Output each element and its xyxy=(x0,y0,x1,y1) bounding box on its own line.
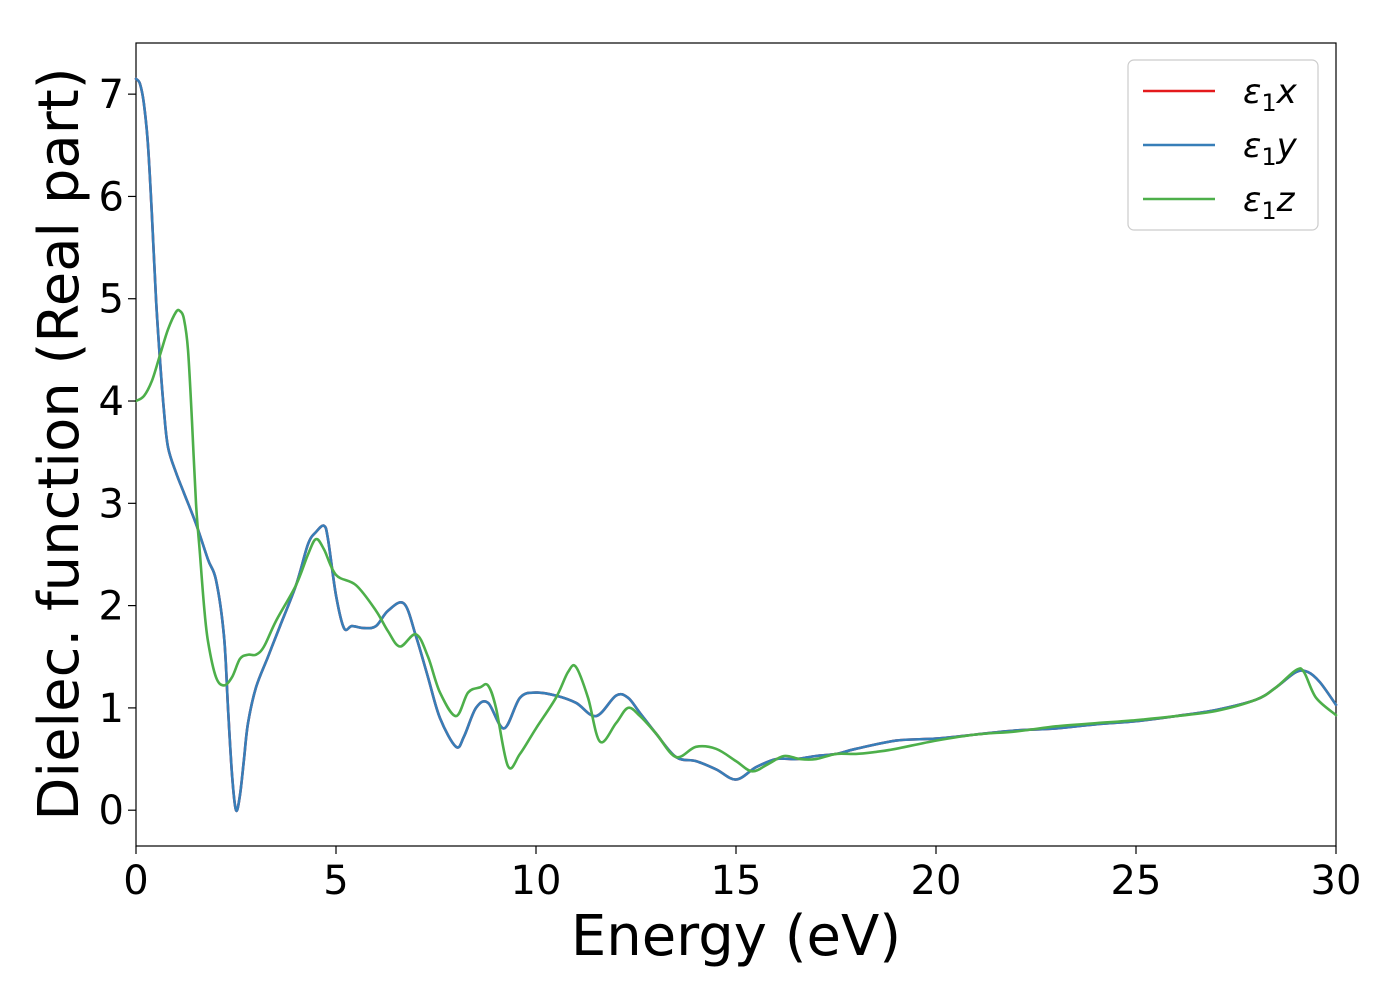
legend-label-variable: z xyxy=(1276,180,1296,220)
legend-label-x: ε1x xyxy=(1243,72,1298,117)
y-tick-label: 5 xyxy=(99,277,124,323)
series-line-y xyxy=(134,77,1338,813)
y-tick-label: 0 xyxy=(99,788,124,834)
y-tick-label: 2 xyxy=(99,584,124,630)
y-tick-label: 7 xyxy=(99,72,124,118)
legend-label-z: ε1z xyxy=(1243,180,1296,225)
legend-label-subscript: 1 xyxy=(1261,197,1276,225)
legend-label-subscript: 1 xyxy=(1261,89,1276,117)
legend-label-symbol: ε xyxy=(1243,126,1261,166)
legend-label-y: ε1y xyxy=(1243,126,1298,171)
legend-label-variable: y xyxy=(1276,126,1298,166)
legend-label-symbol: ε xyxy=(1243,72,1261,112)
series-lines xyxy=(134,77,1338,813)
y-axis-ticks: 0 1 2 3 4 5 6 7 xyxy=(99,72,136,834)
x-tick-label: 15 xyxy=(711,858,762,904)
y-axis-label: Dielec. function (Real part) xyxy=(27,67,92,820)
x-tick-label: 0 xyxy=(123,858,148,904)
legend-label-variable: x xyxy=(1276,72,1298,112)
legend-frame xyxy=(1127,59,1319,231)
x-tick-label: 30 xyxy=(1311,858,1362,904)
y-tick-label: 1 xyxy=(99,686,124,732)
series-line-z xyxy=(134,308,1338,773)
x-tick-label: 25 xyxy=(1111,858,1162,904)
x-tick-label: 20 xyxy=(911,858,962,904)
y-tick-label: 6 xyxy=(99,174,124,220)
x-tick-label: 5 xyxy=(323,858,348,904)
x-axis-ticks: 0 5 10 15 20 25 30 xyxy=(123,846,1361,904)
y-tick-label: 3 xyxy=(99,481,124,527)
legend-label-symbol: ε xyxy=(1243,180,1261,220)
x-tick-label: 10 xyxy=(511,858,562,904)
legend-label-subscript: 1 xyxy=(1261,143,1276,171)
y-tick-label: 4 xyxy=(99,379,124,425)
x-axis-label: Energy (eV) xyxy=(571,904,901,969)
